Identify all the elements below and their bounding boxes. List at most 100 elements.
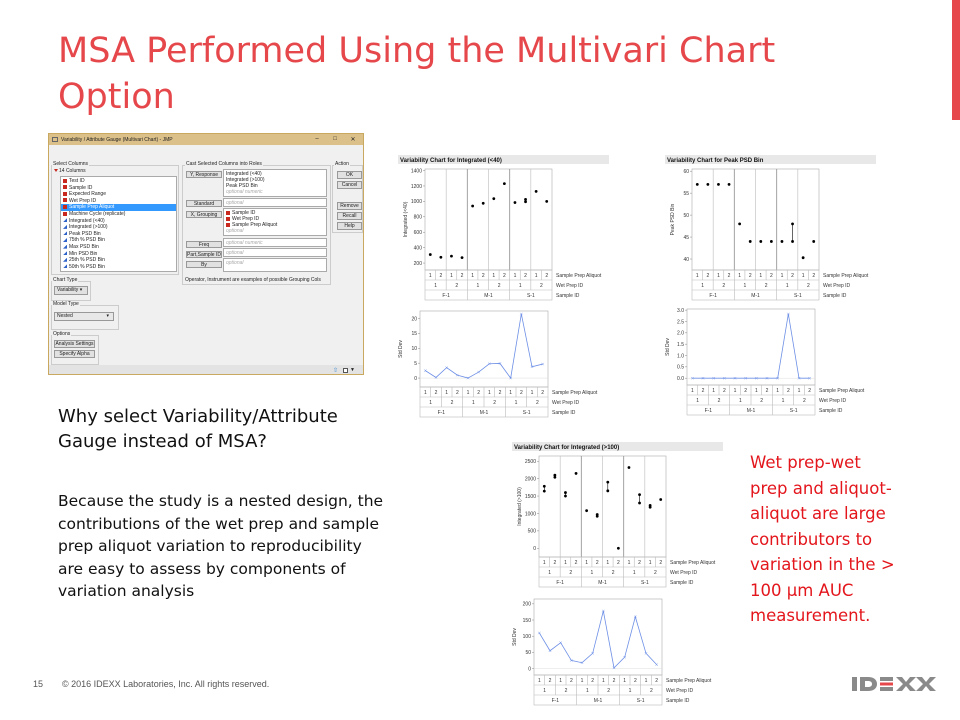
column-item[interactable]: Max PSD Bin: [61, 244, 176, 251]
columns-listbox[interactable]: Test ID Sample ID Expected Range Wet Prep I…: [60, 176, 177, 272]
column-item[interactable]: Wet Prep ID: [61, 198, 176, 205]
aliquot-label: 2: [549, 678, 552, 684]
wet-prep-label: 1: [434, 283, 437, 289]
cancel-button[interactable]: Cancel: [337, 181, 362, 189]
data-point: [738, 222, 742, 226]
role-box[interactable]: Sample ID Wet Prep ID Sample Prep Aliquot o…: [223, 208, 327, 236]
aliquot-label: 2: [749, 273, 752, 279]
sample-id-label: F-1: [552, 698, 560, 704]
data-point: [574, 472, 578, 475]
role-button-standard[interactable]: Standard: [186, 200, 222, 207]
column-item[interactable]: Sample Prep Aliquot: [61, 204, 176, 211]
nominal-column-icon: [63, 211, 67, 216]
checkbox[interactable]: [343, 368, 348, 373]
aliquot-label: 2: [596, 560, 599, 566]
column-name: Min PSD Bin: [69, 250, 98, 257]
data-point: [759, 240, 763, 243]
wet-prep-label: 1: [701, 283, 704, 289]
variability-chart-integrated-gt100: Variability Chart for Integrated (>100) 0…: [512, 442, 723, 588]
aliquot-label: 1: [734, 388, 737, 394]
wet-prep-factor-label: Wet Prep ID: [552, 400, 580, 406]
role-item: Sample Prep Aliquot: [226, 222, 324, 228]
close-button[interactable]: ✕: [350, 137, 356, 143]
column-item[interactable]: Integrated (>100): [61, 224, 176, 231]
stddev-marker: [655, 663, 659, 667]
stddev-marker: [537, 631, 541, 635]
column-item[interactable]: Expected Range: [61, 191, 176, 198]
column-item[interactable]: Integrated (<40): [61, 218, 176, 225]
callout-text: Wet prep-wet prep and aliquot-aliquot ar…: [750, 453, 895, 625]
stddev-line: [692, 313, 810, 379]
options-group: [51, 335, 99, 365]
sample-id-label: S-1: [790, 408, 798, 414]
role-box[interactable]: optional: [223, 248, 327, 257]
data-point: [585, 509, 589, 513]
role-box[interactable]: optional numeric: [223, 238, 327, 247]
minimize-button[interactable]: –: [315, 136, 319, 142]
aliquot-label: 1: [514, 273, 517, 279]
column-item[interactable]: Min PSD Bin: [61, 251, 176, 258]
stddev-marker: [612, 666, 616, 670]
column-name: Test ID: [69, 178, 85, 184]
data-point: [748, 240, 752, 243]
chart-type-select[interactable]: Variability ▾: [54, 286, 88, 295]
aliquot-label: 2: [808, 388, 811, 394]
aliquot-factor-label: Sample Prep Aliquot: [666, 678, 712, 684]
ok-button[interactable]: OK: [337, 171, 362, 179]
variability-chart-integrated-lt40: Variability Chart for Integrated (<40) 20…: [398, 155, 609, 301]
y-tick-label: 1200: [411, 184, 422, 190]
nominal-column-icon: [63, 185, 67, 190]
aliquot-label: 2: [545, 273, 548, 279]
aliquot-label: 1: [467, 390, 470, 396]
role-button-x-grouping[interactable]: X, Grouping: [186, 211, 222, 218]
column-item[interactable]: 50th % PSD Bin: [61, 264, 176, 271]
role-button-part-sample-id[interactable]: Part,Sample ID: [186, 251, 222, 258]
maximize-button[interactable]: □: [333, 136, 337, 142]
app-icon: [52, 137, 58, 142]
role-button-y-response[interactable]: Y, Response: [186, 171, 222, 178]
aliquot-label: 2: [702, 388, 705, 394]
y-tick-label: 50: [525, 650, 531, 656]
data-point: [524, 198, 527, 201]
column-item[interactable]: Test ID: [61, 178, 176, 185]
aliquot-label: 1: [738, 273, 741, 279]
help-button[interactable]: Help: [337, 222, 362, 230]
y-axis-label: Peak PSD Bin: [670, 203, 676, 235]
continuous-column-icon: [63, 224, 67, 229]
wet-prep-label: 2: [807, 283, 810, 289]
y-tick-label: 0.5: [677, 365, 684, 371]
role-item-label: Sample ID: [232, 210, 256, 216]
y-tick-label: 1000: [411, 199, 422, 205]
data-point: [648, 504, 652, 507]
data-point: [638, 493, 641, 497]
wet-prep-label: 2: [718, 398, 721, 404]
role-button-by[interactable]: By: [186, 261, 222, 268]
analysis-settings-button[interactable]: Analysis Settings: [54, 340, 95, 348]
aliquot-label: 1: [492, 273, 495, 279]
role-placeholder: optional numeric: [226, 240, 263, 246]
remove-button[interactable]: Remove: [337, 202, 362, 210]
role-box[interactable]: Integrated (<40) Integrated (>100) Peak PS…: [223, 169, 327, 197]
recall-button[interactable]: Recall: [337, 212, 362, 220]
data-point: [553, 475, 557, 479]
nominal-column-icon: [63, 198, 67, 203]
role-button-freq[interactable]: Freq: [186, 241, 222, 248]
aliquot-label: 2: [634, 678, 637, 684]
sample-id-factor-label: Sample ID: [819, 408, 843, 414]
column-item[interactable]: Sample ID: [61, 185, 176, 192]
role-box[interactable]: optional: [223, 198, 327, 207]
model-type-select[interactable]: Nested ▾: [54, 312, 114, 321]
disclosure-triangle-icon: [54, 169, 58, 172]
column-item[interactable]: Machine Cycle (replicate): [61, 211, 176, 218]
slide-title: MSA Performed Using the Multivari Chart …: [58, 31, 776, 117]
specify-alpha-button[interactable]: Specify Alpha: [54, 350, 95, 358]
data-point: [717, 182, 720, 186]
window-title: Variability / Attribute Gauge (Multivari…: [61, 137, 173, 143]
dropdown-arrow-icon[interactable]: ▼: [350, 367, 355, 373]
column-item[interactable]: 25th % PSD Bin: [61, 257, 176, 264]
role-box[interactable]: optional: [223, 258, 327, 272]
stddev-marker: [559, 641, 563, 645]
column-item[interactable]: Peak PSD Bin: [61, 231, 176, 238]
column-item[interactable]: 75th % PSD Bin: [61, 237, 176, 244]
aliquot-label: 2: [435, 390, 438, 396]
